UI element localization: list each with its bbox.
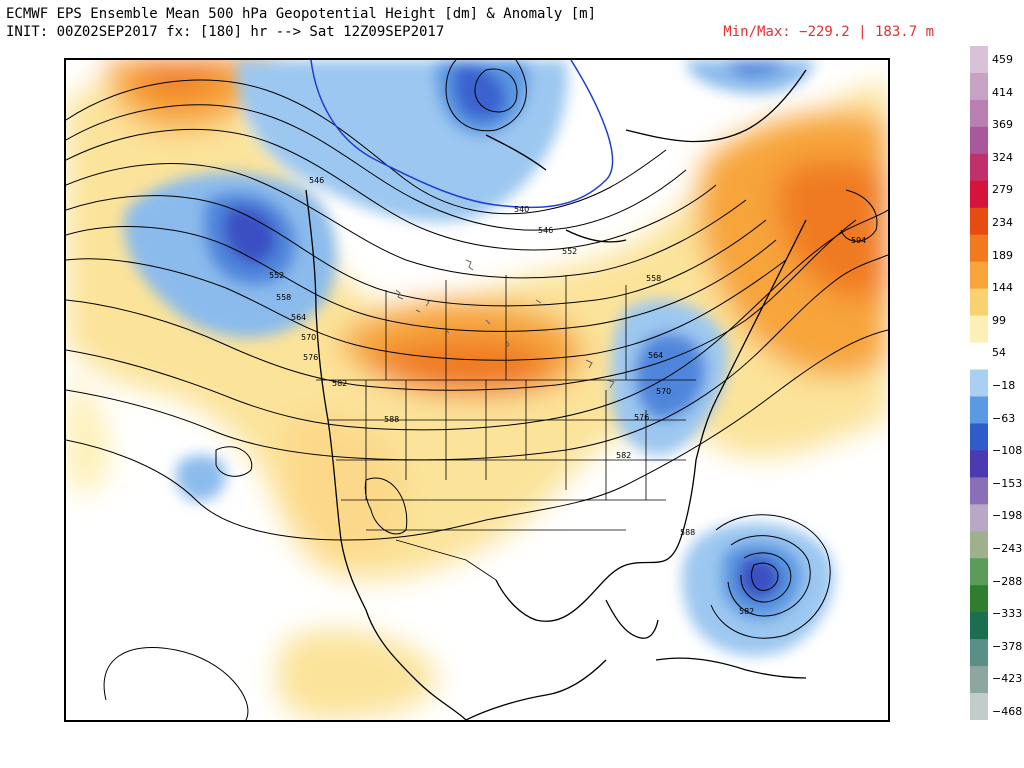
colorbar-tick-label: −468 (992, 705, 1023, 718)
colorbar-swatch (970, 693, 988, 720)
colorbar-swatch (970, 504, 988, 532)
colorbar-tick-label: 369 (992, 118, 1013, 132)
colorbar-tick-label: −378 (992, 639, 1023, 653)
chart-title-line2: INIT: 00Z02SEP2017 fx: [180] hr --> Sat … (6, 24, 445, 40)
colorbar-swatch (970, 234, 988, 263)
colorbar-swatch (970, 46, 988, 74)
contour-label: 582 (616, 451, 631, 460)
contour-label: 582 (332, 379, 347, 388)
colorbar-swatch (970, 288, 988, 317)
colorbar-swatch (970, 261, 988, 290)
contour-label: 564 (291, 313, 306, 322)
contour-label: 576 (303, 353, 318, 362)
contour-label: 564 (648, 351, 663, 360)
colorbar-tick-label: −288 (992, 574, 1023, 588)
colorbar-swatch (970, 666, 988, 694)
contour-label: 570 (301, 333, 316, 342)
colorbar-swatch (970, 72, 988, 101)
contour-label: 576 (634, 413, 649, 422)
contour-540-line (310, 60, 614, 209)
contour-label: 594 (851, 236, 866, 245)
colorbar-tick-label: −423 (992, 672, 1023, 686)
contour-label: 552 (269, 271, 284, 280)
contour-label: 552 (562, 247, 577, 256)
colorbar-tick-label: 414 (992, 85, 1013, 99)
contour-label: 570 (656, 387, 671, 396)
colorbar-swatch (970, 126, 988, 155)
colorbar-swatch (970, 315, 988, 344)
colorbar-tick-label: −333 (992, 607, 1023, 621)
contour-labels: 546 552 558 564 570 576 582 588 540 546 … (269, 176, 866, 616)
colorbar-swatch (970, 639, 988, 667)
colorbar-tick-label: 189 (992, 248, 1013, 262)
colorbar-swatch (970, 369, 988, 397)
contour-label: 558 (646, 274, 661, 283)
colorbar-tick-label: 144 (992, 281, 1013, 295)
colorbar-swatch (970, 450, 988, 478)
colorbar-swatch (970, 612, 988, 640)
contour-label: 540 (514, 205, 529, 214)
colorbar-swatch (970, 180, 988, 209)
map-canvas: 546 552 558 564 570 576 582 588 540 546 … (66, 60, 888, 720)
min-max-readout: Min/Max: −229.2 | 183.7 m (723, 24, 934, 40)
coastlines (305, 69, 807, 720)
colorbar-tick-label: 279 (992, 183, 1013, 197)
contour-label: 546 (309, 176, 324, 185)
colorbar-tick-label: 54 (992, 346, 1006, 360)
lakes (395, 259, 615, 389)
colorbar-swatch (970, 99, 988, 128)
colorbar-tick-label: −198 (992, 509, 1023, 523)
contour-label: 582 (739, 607, 754, 616)
colorbar-tick-label: 324 (992, 150, 1013, 164)
contour-label: 558 (276, 293, 291, 302)
contour-label: 546 (538, 226, 553, 235)
colorbar-tick-label: −18 (992, 379, 1016, 392)
colorbar-tick-label: −108 (992, 444, 1023, 458)
contour-label: 588 (384, 415, 399, 424)
colorbar-tick-label: 234 (992, 216, 1013, 229)
colorbar-tick-label: −243 (992, 542, 1023, 555)
colorbar-swatch (970, 396, 988, 424)
colorbar (970, 46, 988, 720)
colorbar-swatch (970, 558, 988, 586)
colorbar-swatch (970, 423, 988, 451)
colorbar-swatch (970, 531, 988, 559)
colorbar-swatch (970, 153, 988, 182)
colorbar-swatch (970, 477, 988, 505)
colorbar-tick-label: 459 (992, 53, 1013, 66)
colorbar-tick-label: −63 (992, 411, 1016, 425)
colorbar-swatch (970, 342, 988, 371)
colorbar-swatch (970, 585, 988, 613)
colorbar-tick-label: −153 (992, 476, 1023, 490)
contour-label: 588 (680, 528, 695, 537)
anomaly-map: 546 552 558 564 570 576 582 588 540 546 … (64, 58, 890, 722)
chart-title-line1: ECMWF EPS Ensemble Mean 500 hPa Geopoten… (6, 6, 597, 22)
colorbar-swatch (970, 207, 988, 236)
colorbar-tick-label: 99 (992, 313, 1006, 327)
